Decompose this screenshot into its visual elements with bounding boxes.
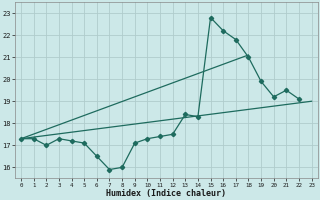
X-axis label: Humidex (Indice chaleur): Humidex (Indice chaleur) (106, 189, 226, 198)
